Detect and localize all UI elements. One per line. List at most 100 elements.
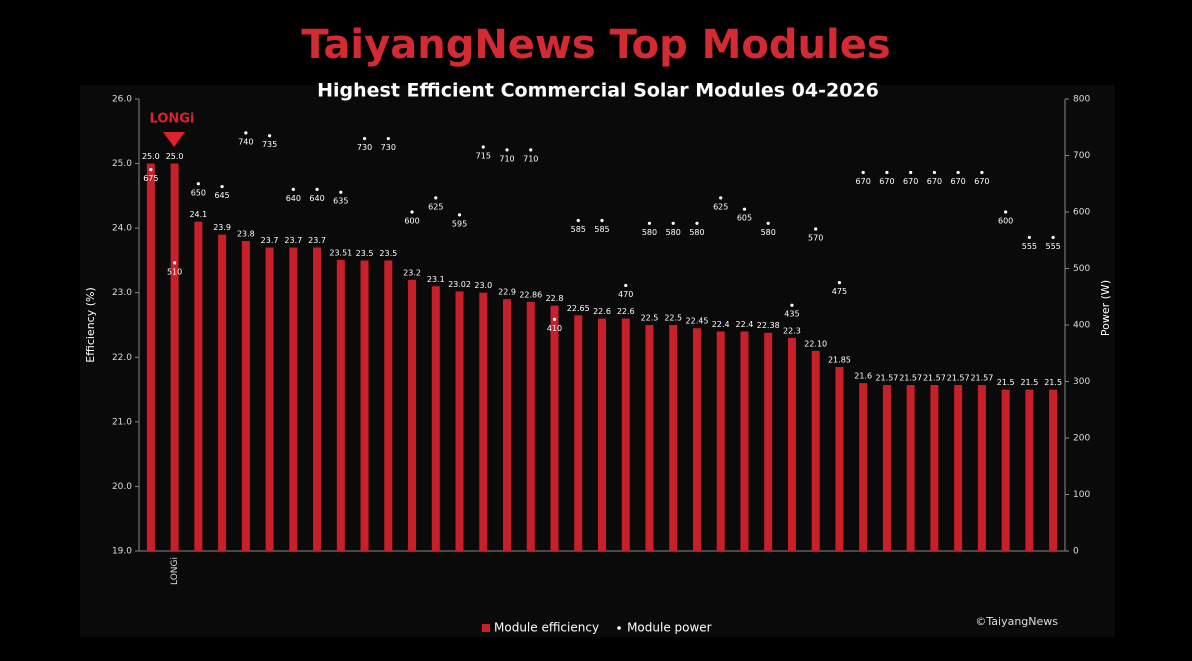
bar [241, 241, 250, 552]
power-point [481, 145, 485, 149]
brand-annotation: LONGi [150, 112, 195, 127]
value-label: 23.5 [379, 249, 397, 258]
value-label: 22.6 [617, 307, 635, 316]
power-point [719, 196, 723, 200]
power-point [671, 221, 675, 225]
value-label: 625 [428, 202, 443, 211]
y2-tick-label: 0 [1073, 547, 1079, 557]
bar [882, 385, 891, 551]
power-point [932, 170, 937, 175]
legend-swatch [482, 624, 490, 632]
value-label: 640 [286, 194, 301, 203]
value-label: 435 [784, 310, 799, 319]
power-point [220, 184, 224, 189]
y2-tick-label: 800 [1073, 95, 1090, 105]
value-label: 22.5 [641, 314, 659, 323]
y2-axis-label: Power (W) [1099, 280, 1112, 336]
bar [455, 291, 464, 551]
bar [811, 350, 820, 551]
power-point [814, 227, 818, 231]
power-point [529, 148, 533, 152]
bar [906, 385, 915, 551]
power-point [600, 218, 604, 223]
bar [289, 247, 298, 551]
power-point [386, 136, 390, 141]
power-point [695, 221, 699, 225]
value-label: 640 [309, 194, 324, 203]
value-label: 23.1 [427, 275, 445, 284]
bar [835, 366, 844, 551]
value-label: 22.4 [712, 320, 730, 329]
value-label: 21.57 [970, 374, 993, 383]
value-label: 23.5 [356, 249, 374, 258]
value-label: 21.6 [854, 372, 872, 381]
y-tick-label: 24.0 [112, 224, 132, 234]
value-label: 675 [143, 174, 158, 183]
value-label: 23.51 [329, 248, 352, 257]
value-label: 670 [856, 177, 871, 186]
power-point [1004, 210, 1008, 214]
power-point [267, 134, 272, 138]
y2-tick-label: 400 [1073, 321, 1090, 331]
value-label: 25.0 [142, 152, 160, 161]
power-point [576, 218, 580, 223]
value-label: 580 [642, 228, 657, 237]
power-point [339, 190, 343, 194]
power-point [315, 187, 319, 191]
bar [218, 234, 227, 551]
value-label: 710 [499, 154, 514, 163]
value-label: 475 [832, 287, 847, 296]
value-label: 730 [357, 143, 372, 152]
value-label: 670 [974, 177, 989, 186]
power-point [766, 221, 770, 225]
value-label: 625 [713, 202, 728, 211]
value-label: 580 [761, 228, 776, 237]
bar [716, 331, 725, 551]
bar [336, 259, 345, 551]
value-label: 22.86 [519, 290, 542, 299]
value-label: 580 [689, 228, 704, 237]
chart-subtitle: Highest Efficient Commercial Solar Modul… [317, 80, 879, 102]
value-label: 21.57 [947, 374, 970, 383]
bar [431, 286, 440, 551]
value-label: 22.10 [804, 339, 827, 348]
y-axis-label: Efficiency (%) [84, 287, 97, 363]
y-tick-label: 23.0 [112, 288, 132, 298]
value-label: 23.2 [403, 268, 421, 277]
bar [479, 292, 488, 551]
power-point [1027, 235, 1031, 240]
bar [764, 332, 773, 551]
bar [598, 318, 606, 551]
bar [313, 247, 322, 551]
value-label: 595 [452, 219, 467, 228]
y2-tick-label: 100 [1073, 490, 1090, 500]
value-label: 21.57 [923, 374, 946, 383]
value-label: 735 [262, 140, 277, 149]
power-point [244, 131, 248, 135]
bar [930, 385, 939, 551]
y-tick-label: 20.0 [112, 482, 132, 492]
bar [977, 385, 986, 551]
value-label: 555 [1022, 242, 1037, 251]
bar [621, 318, 630, 551]
value-label: 670 [903, 177, 918, 186]
credit: ©TaiyangNews [975, 615, 1058, 628]
bar [360, 260, 369, 551]
value-label: 24.1 [189, 210, 207, 219]
y2-tick-label: 300 [1073, 377, 1090, 387]
value-label: 600 [998, 217, 1013, 226]
value-label: 710 [523, 154, 538, 163]
legend-label: Module efficiency [494, 621, 599, 635]
value-label: 21.85 [828, 355, 851, 364]
value-label: 670 [879, 177, 894, 186]
value-label: 645 [214, 191, 229, 200]
value-label: 22.38 [757, 321, 780, 330]
value-label: 670 [951, 177, 966, 186]
value-label: 21.5 [1020, 378, 1038, 387]
value-label: 22.6 [593, 307, 611, 316]
value-label: 23.7 [261, 236, 279, 245]
value-label: 25.0 [166, 152, 184, 161]
value-label: 510 [167, 267, 182, 276]
bar [194, 221, 203, 551]
